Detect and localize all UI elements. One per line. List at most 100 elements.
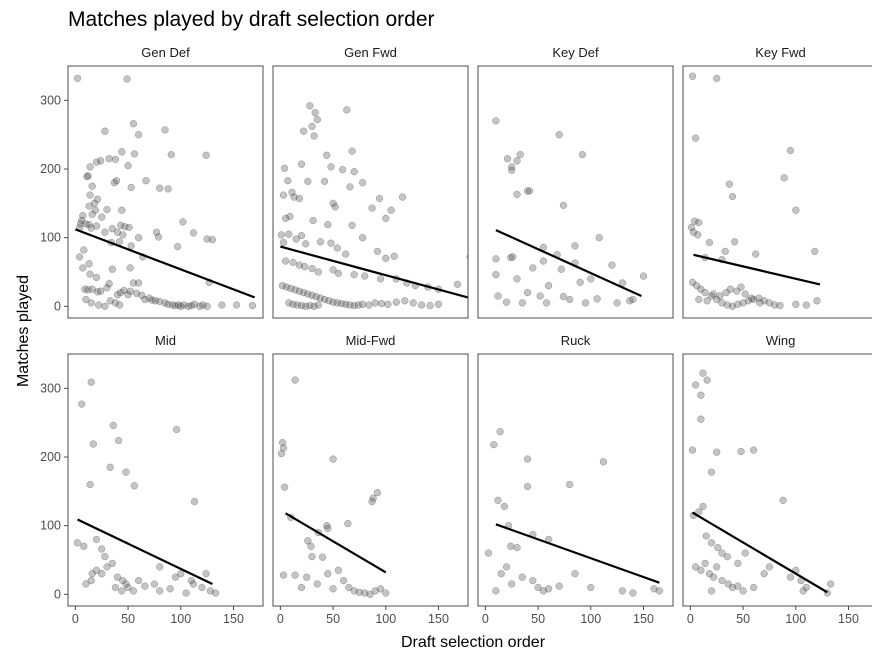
data-point <box>293 236 300 243</box>
data-point <box>594 295 601 302</box>
data-point <box>130 120 137 127</box>
data-point <box>80 247 87 254</box>
data-point <box>98 570 105 577</box>
data-point <box>123 469 130 476</box>
data-point <box>156 588 163 595</box>
data-point <box>493 588 500 595</box>
data-point <box>777 302 784 309</box>
data-point <box>524 456 531 463</box>
data-point <box>128 243 135 250</box>
panel-border <box>273 354 468 606</box>
data-point <box>349 148 356 155</box>
data-point <box>526 188 533 195</box>
panel-strip-label: Gen Fwd <box>344 45 397 60</box>
data-point <box>292 377 299 384</box>
data-point <box>490 441 497 448</box>
data-point <box>713 75 720 82</box>
x-tick-label: 0 <box>277 612 284 626</box>
data-point <box>359 179 366 186</box>
data-point <box>792 207 799 214</box>
data-point <box>359 301 366 308</box>
data-point <box>780 497 787 504</box>
x-tick-label: 150 <box>223 612 244 626</box>
data-point <box>626 297 633 304</box>
data-point <box>729 193 736 200</box>
data-point <box>89 570 96 577</box>
data-point <box>219 302 226 309</box>
data-point <box>757 300 764 307</box>
data-point <box>281 484 288 491</box>
x-tick-label: 100 <box>580 612 601 626</box>
data-point <box>301 263 308 270</box>
data-point <box>524 483 531 490</box>
data-point <box>298 161 305 168</box>
data-point <box>493 256 500 263</box>
data-point <box>304 178 311 185</box>
data-point <box>135 280 142 287</box>
data-point <box>698 392 705 399</box>
data-point <box>126 224 133 231</box>
data-point <box>88 577 95 584</box>
data-point <box>366 302 373 309</box>
data-point <box>93 159 100 166</box>
data-point <box>742 550 749 557</box>
data-point <box>537 293 544 300</box>
data-point <box>177 570 184 577</box>
panel-border <box>683 66 872 318</box>
data-point <box>90 441 97 448</box>
data-point <box>118 588 125 595</box>
panel-strip-label: Gen Def <box>141 45 190 60</box>
data-point <box>787 574 794 581</box>
panel: Mid 0 100 200 300 0 50 100 150 <box>40 333 263 626</box>
data-point <box>344 520 351 527</box>
data-point <box>702 289 709 296</box>
data-point <box>630 590 637 597</box>
data-point <box>827 581 834 588</box>
data-point <box>781 175 788 182</box>
data-point <box>174 243 181 250</box>
data-point <box>803 302 810 309</box>
data-point <box>307 102 314 109</box>
data-point <box>372 300 379 307</box>
panel-plot-area <box>74 379 219 597</box>
data-point <box>311 133 318 140</box>
data-point <box>183 590 190 597</box>
data-point <box>514 276 521 283</box>
y-tick-label: 100 <box>40 231 61 245</box>
data-point <box>302 240 309 247</box>
data-point <box>748 295 755 302</box>
data-point <box>545 282 552 289</box>
data-point <box>369 498 376 505</box>
data-point <box>79 265 86 272</box>
data-point <box>317 238 324 245</box>
data-point <box>388 207 395 214</box>
data-point <box>112 156 119 163</box>
data-point <box>695 219 702 226</box>
data-point <box>328 240 335 247</box>
data-point <box>330 456 337 463</box>
data-point <box>700 370 707 377</box>
data-point <box>359 234 366 241</box>
data-point <box>280 192 287 199</box>
data-point <box>377 276 384 283</box>
y-tick-label: 0 <box>54 587 61 601</box>
data-point <box>135 577 142 584</box>
data-point <box>722 248 729 255</box>
data-point <box>361 273 368 280</box>
data-point <box>173 426 180 433</box>
panel-border <box>273 66 468 318</box>
data-point <box>88 300 95 307</box>
y-tick-label: 0 <box>54 299 61 313</box>
data-point <box>102 303 109 310</box>
x-tick-label: 0 <box>482 612 489 626</box>
data-point <box>351 168 358 175</box>
data-point <box>309 123 316 130</box>
panel: Gen Def0100200300 <box>40 45 263 318</box>
data-point <box>93 274 100 281</box>
data-point <box>111 179 118 186</box>
data-point <box>391 253 398 260</box>
panel-strip-label: Key Fwd <box>755 45 806 60</box>
data-point <box>731 238 738 245</box>
data-point <box>702 560 709 567</box>
data-point <box>734 583 741 590</box>
